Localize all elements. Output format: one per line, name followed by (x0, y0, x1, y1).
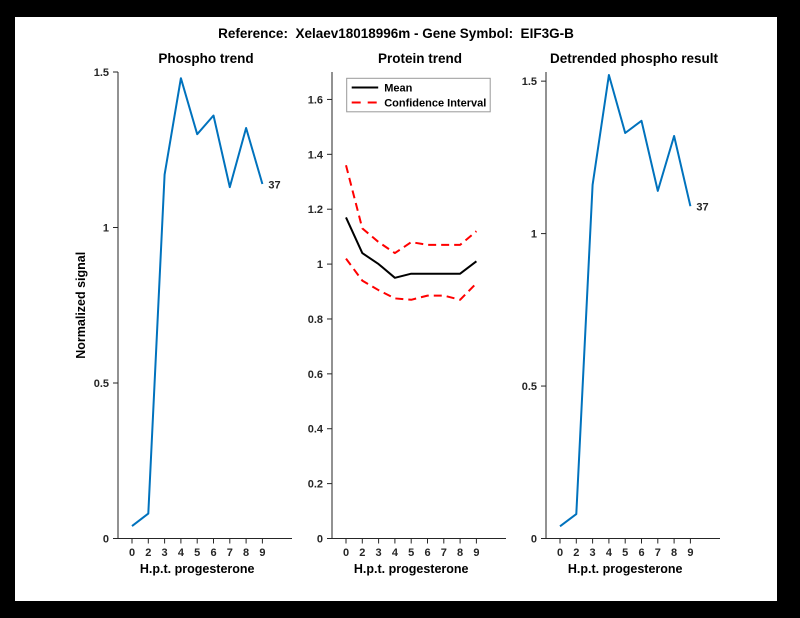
phospho-trend-x-tick-label: 2 (145, 547, 151, 559)
figure-suptitle: Reference: Xelaev18018996m - Gene Symbol… (218, 26, 574, 41)
phospho-trend-y-axis-label: Normalized signal (74, 252, 88, 359)
protein-trend-x-tick-label: 9 (473, 547, 479, 559)
protein-trend-ci-lower-line (345, 258, 478, 301)
protein-trend-x-tick-label: 6 (424, 547, 430, 559)
protein-trend-y-tick-label: 1 (317, 259, 323, 271)
protein-trend-x-tick-label: 3 (376, 547, 382, 559)
detrended-phospho-result-x-tick-label: 0 (557, 547, 563, 559)
protein-trend-y-tick-label: 1.4 (308, 149, 324, 161)
protein-trend-title: Protein trend (378, 51, 462, 66)
protein-trend-legend-label-mean: Mean (384, 83, 412, 95)
protein-trend-y-tick-label: 0.4 (308, 424, 324, 436)
detrended-phospho-result-x-tick-label: 7 (655, 547, 661, 559)
protein-trend-x-tick-label: 5 (408, 547, 414, 559)
protein-trend-legend-label-ci: Confidence Interval (384, 98, 486, 110)
detrended-phospho-result-endpoint-annotation: 37 (696, 202, 708, 214)
protein-trend-ci-upper-line (345, 165, 478, 255)
phospho-trend-y-tick-label: 1.5 (94, 67, 109, 79)
protein-trend-x-axis-label: H.p.t. progesterone (354, 562, 469, 576)
phospho-trend-x-tick-label: 7 (227, 547, 233, 559)
detrended-phospho-result-y-tick-label: 1 (531, 229, 537, 241)
protein-trend-y-tick-label: 0.2 (308, 479, 323, 491)
detrended-phospho-result-y-tick-label: 0.5 (522, 381, 537, 393)
detrended-phospho-result-y-tick-label: 1.5 (522, 76, 537, 88)
detrended-phospho-result-x-tick-label: 2 (573, 547, 579, 559)
phospho-trend-endpoint-annotation: 37 (268, 179, 280, 191)
detrended-phospho-result-x-tick-label: 9 (687, 547, 693, 559)
phospho-trend-phospho-signal-line (131, 77, 264, 527)
protein-trend-x-tick-label: 0 (343, 547, 349, 559)
detrended-phospho-result-x-tick-label: 6 (638, 547, 644, 559)
phospho-trend-x-tick-label: 0 (129, 547, 135, 559)
protein-trend-mean-line (345, 216, 478, 279)
protein-trend-y-tick-label: 0.8 (308, 314, 323, 326)
protein-trend-x-tick-label: 2 (359, 547, 365, 559)
protein-trend-x-tick-label: 8 (457, 547, 463, 559)
phospho-trend-x-tick-label: 3 (162, 547, 168, 559)
detrended-phospho-result-x-tick-label: 5 (622, 547, 628, 559)
protein-trend-y-tick-label: 0.6 (308, 369, 323, 381)
figure-canvas: Reference: Xelaev18018996m - Gene Symbol… (15, 17, 777, 601)
protein-trend-x-tick-label: 4 (392, 547, 399, 559)
phospho-trend-y-tick-label: 1 (103, 223, 109, 235)
protein-trend-x-tick-label: 7 (441, 547, 447, 559)
protein-trend-legend-box (346, 77, 491, 113)
phospho-trend-x-tick-label: 5 (194, 547, 200, 559)
detrended-phospho-result-y-tick-label: 0 (531, 534, 537, 546)
detrended-phospho-result-x-axis-label: H.p.t. progesterone (568, 562, 683, 576)
phospho-trend-x-tick-label: 6 (210, 547, 216, 559)
detrended-phospho-result-x-tick-label: 3 (590, 547, 596, 559)
phospho-trend-title: Phospho trend (158, 51, 253, 66)
protein-trend-y-tick-label: 1.6 (308, 94, 323, 106)
phospho-trend-x-tick-label: 4 (178, 547, 185, 559)
phospho-trend-x-axis-label: H.p.t. progesterone (140, 562, 255, 576)
phospho-trend-x-tick-label: 9 (259, 547, 265, 559)
detrended-phospho-result-detrended-phospho-signal-line (559, 74, 692, 528)
phospho-trend-x-tick-label: 8 (243, 547, 249, 559)
detrended-phospho-result-x-tick-label: 8 (671, 547, 677, 559)
protein-trend-y-tick-label: 1.2 (308, 204, 323, 216)
phospho-trend-y-tick-label: 0 (103, 534, 109, 546)
detrended-phospho-result-x-tick-label: 4 (606, 547, 613, 559)
protein-trend-y-tick-label: 0 (317, 534, 323, 546)
phospho-trend-y-tick-label: 0.5 (94, 378, 109, 390)
detrended-phospho-result-title: Detrended phospho result (550, 51, 719, 66)
